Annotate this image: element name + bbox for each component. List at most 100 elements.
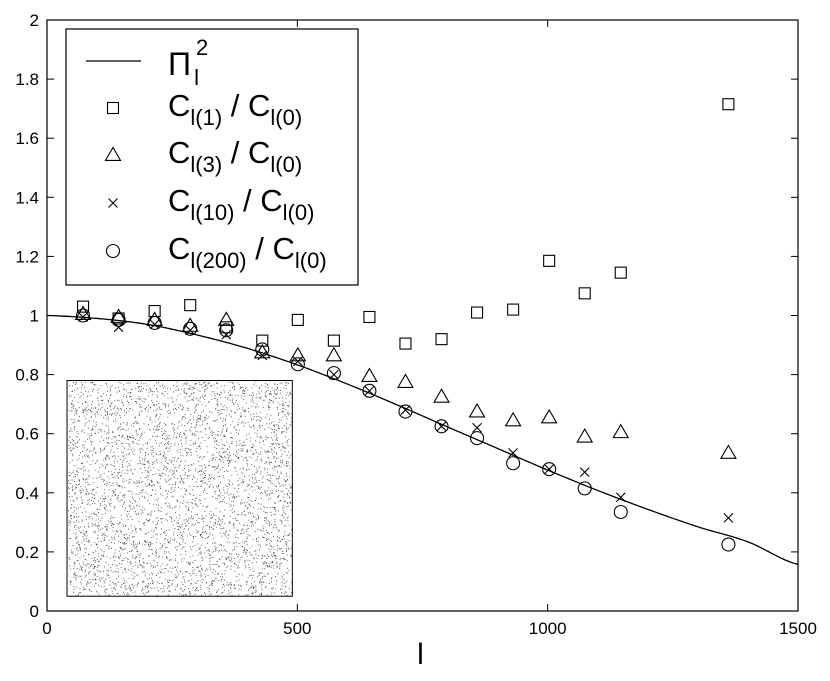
data-point-square xyxy=(184,299,197,312)
data-point-triangle xyxy=(433,388,450,403)
data-point-triangle xyxy=(181,317,199,332)
data-point-cross xyxy=(257,350,268,361)
data-point-cross xyxy=(78,312,88,322)
data-point-square xyxy=(363,310,376,324)
data-point-triangle xyxy=(397,373,414,388)
data-point-circle xyxy=(290,357,305,372)
pi-squared-curve-layer xyxy=(46,314,799,565)
data-point-cross xyxy=(544,464,555,475)
y-tick-label: 2 xyxy=(30,11,39,30)
y-tick-label: 1 xyxy=(30,307,39,326)
markers-layer xyxy=(74,98,737,552)
data-point-circle xyxy=(721,537,736,552)
data-point-cross xyxy=(400,405,411,415)
legend-label-cross: Cl(10) / Cl(0) xyxy=(168,183,314,225)
data-point-triangle xyxy=(217,311,235,326)
series-triangle xyxy=(74,305,737,459)
pi-squared-curve xyxy=(46,314,799,565)
data-point-circle xyxy=(326,366,341,381)
data-point-triangle xyxy=(540,408,558,424)
data-point-square xyxy=(399,337,412,350)
x-axis-label: l xyxy=(417,638,424,671)
y-tick-label: 0.4 xyxy=(15,484,39,503)
data-point-triangle xyxy=(468,402,486,418)
data-point-square xyxy=(471,306,484,319)
x-tick-label: 500 xyxy=(283,619,311,638)
data-point-circle xyxy=(613,504,628,520)
data-point-circle xyxy=(111,312,126,327)
data-point-triangle xyxy=(576,428,594,443)
y-tick-label: 1.4 xyxy=(15,188,39,207)
data-point-circle xyxy=(183,321,198,336)
legend-entry-triangle: Cl(3) / Cl(0) xyxy=(104,135,302,177)
data-point-cross xyxy=(615,492,626,503)
data-point-circle xyxy=(470,431,485,446)
x-tick-label: 0 xyxy=(42,619,51,638)
data-point-circle xyxy=(398,404,413,419)
data-point-circle xyxy=(147,315,162,330)
y-tick-label: 1.2 xyxy=(15,247,39,266)
data-point-square xyxy=(76,300,90,313)
y-tick-label: 1.6 xyxy=(15,129,39,148)
data-point-square xyxy=(291,313,304,326)
data-point-cross xyxy=(113,322,124,333)
data-point-cross xyxy=(508,448,519,458)
data-point-circle xyxy=(75,308,91,323)
inset-points xyxy=(68,381,293,597)
data-point-square xyxy=(327,334,340,347)
data-point-cross xyxy=(723,513,734,523)
data-point-triangle xyxy=(719,444,737,459)
legend-marker-cross xyxy=(108,198,118,208)
data-point-triangle xyxy=(110,308,128,323)
series-circle xyxy=(75,308,736,552)
data-point-square xyxy=(722,98,735,111)
data-point-cross xyxy=(472,422,482,433)
data-point-triangle xyxy=(504,411,522,427)
y-tick-label: 1.8 xyxy=(15,70,39,89)
series-cross xyxy=(78,312,734,523)
data-point-circle xyxy=(434,419,449,434)
data-point-square xyxy=(256,334,269,347)
data-point-circle xyxy=(506,456,521,471)
legend-label-square: Cl(1) / Cl(0) xyxy=(168,88,302,130)
data-point-circle xyxy=(219,323,234,338)
data-point-square xyxy=(435,333,448,346)
data-point-circle xyxy=(577,481,592,496)
data-point-triangle xyxy=(360,367,378,383)
data-point-cross xyxy=(149,319,160,330)
legend-marker-triangle xyxy=(104,146,122,161)
y-tick-label: 0.8 xyxy=(15,366,39,385)
data-point-cross xyxy=(185,325,196,336)
y-tick-label: 0 xyxy=(30,602,39,621)
legend-entry-circle: Cl(200) / Cl(0) xyxy=(105,231,327,273)
legend-marker-square xyxy=(106,101,120,115)
data-point-square xyxy=(578,287,591,300)
legend-label-circle: Cl(200) / Cl(0) xyxy=(168,231,327,273)
data-point-cross xyxy=(221,329,232,340)
data-point-cross xyxy=(364,385,375,396)
data-point-cross xyxy=(436,421,447,432)
data-point-square xyxy=(614,266,627,279)
data-point-triangle xyxy=(612,423,630,439)
ticks-layer: 0 500 1000 1500 0 0.2 0.4 0.6 0.8 1 1.2 1.4 1.6 1.8 2 xyxy=(15,11,817,638)
legend-marker-circle xyxy=(105,243,121,259)
data-point-circle xyxy=(255,342,270,357)
data-point-square xyxy=(507,303,520,316)
data-point-circle xyxy=(542,462,557,477)
data-point-circle xyxy=(362,383,377,398)
inset-random-field xyxy=(66,380,293,597)
data-point-triangle xyxy=(146,311,164,326)
legend-entry-square: Cl(1) / Cl(0) xyxy=(106,88,302,130)
x-tick-label: 1500 xyxy=(779,619,817,638)
data-point-triangle xyxy=(325,346,343,362)
y-tick-label: 0.2 xyxy=(15,543,39,562)
x-tick-label: 1000 xyxy=(529,619,567,638)
legend-entry-cross: Cl(10) / Cl(0) xyxy=(108,183,314,225)
data-point-cross xyxy=(328,369,339,380)
data-point-square xyxy=(543,254,556,267)
legend-label-triangle: Cl(3) / Cl(0) xyxy=(168,135,302,177)
